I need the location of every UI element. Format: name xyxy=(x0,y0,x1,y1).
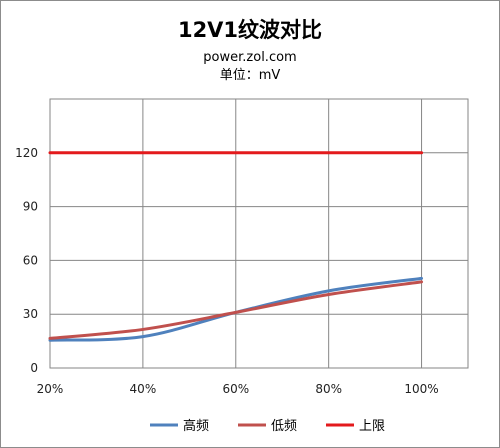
x-tick-label: 60% xyxy=(222,382,249,396)
legend-label-3: 上限 xyxy=(359,419,385,434)
y-tick-label: 0 xyxy=(30,361,38,375)
y-tick-label: 30 xyxy=(23,307,38,321)
y-tick-label: 90 xyxy=(23,200,38,214)
x-tick-label: 80% xyxy=(315,382,342,396)
y-tick-label: 60 xyxy=(23,253,38,267)
chart-title: 12V1纹波对比 xyxy=(178,18,322,42)
series-line-2 xyxy=(48,280,424,340)
y-tick-label: 120 xyxy=(15,146,38,160)
chart-unit-label: 单位：mV xyxy=(220,68,281,83)
legend: 高频 低频 上限 xyxy=(150,418,385,434)
x-tick-label: 100% xyxy=(404,382,438,396)
plot-frame xyxy=(49,98,469,369)
plot-area: 0 30 60 90 120 20% 40% 60% 80% 100% xyxy=(15,98,469,396)
legend-label-2: 低频 xyxy=(271,419,297,434)
x-tick-label: 40% xyxy=(130,382,157,396)
legend-label-1: 高频 xyxy=(183,418,209,434)
chart-subtitle: power.zol.com xyxy=(203,50,296,65)
x-tick-label: 20% xyxy=(37,382,64,396)
